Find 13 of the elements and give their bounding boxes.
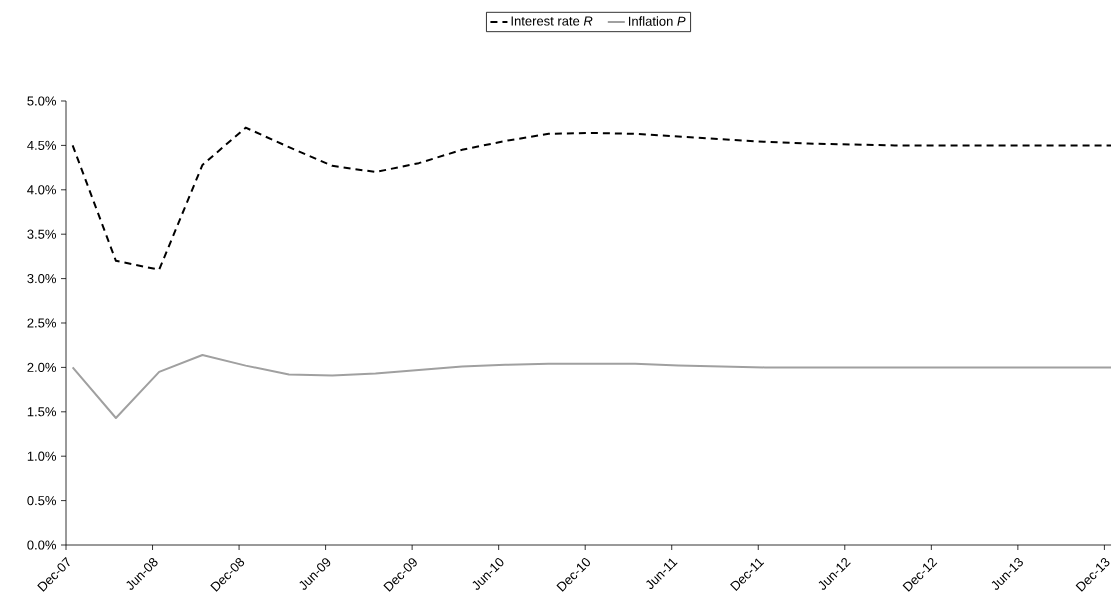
legend-label: Interest rate R [511, 16, 593, 26]
y-tick-label: 5.0% [27, 96, 56, 106]
y-tick-label: 1.0% [27, 451, 56, 461]
y-tick-label: 4.0% [27, 185, 56, 195]
legend-label: Inflation P [629, 16, 686, 26]
y-tick-label: 0.0% [27, 540, 56, 550]
y-tick-label: 0.5% [27, 496, 56, 506]
y-tick-label: 1.5% [27, 407, 56, 417]
y-tick-label: 3.5% [27, 229, 56, 239]
y-tick-label: 3.0% [27, 273, 56, 284]
y-tick-label: 4.5% [27, 140, 56, 150]
y-tick-label: 2.0% [27, 362, 56, 372]
y-tick-label: 2.5% [27, 318, 56, 328]
